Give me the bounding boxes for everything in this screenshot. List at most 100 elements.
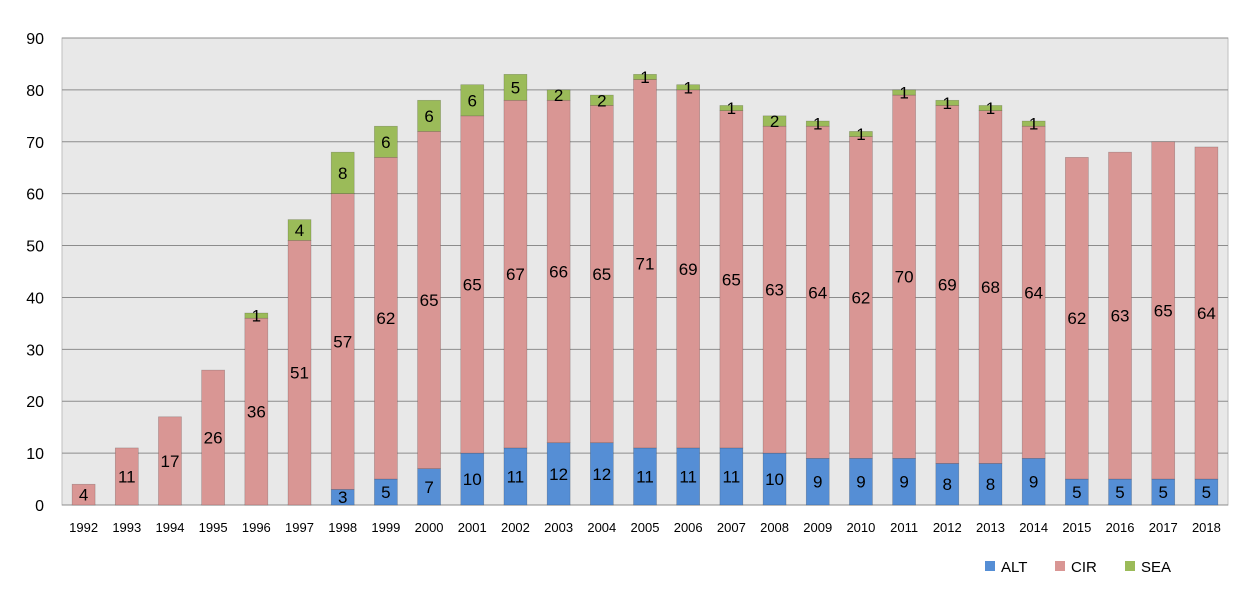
x-tick-label: 2009 xyxy=(803,520,832,535)
bar-sea-2007 xyxy=(719,105,744,111)
bar-sea-2006 xyxy=(676,84,700,91)
bar-cir-2015 xyxy=(1065,157,1089,480)
x-tick-label: 2002 xyxy=(501,520,530,535)
y-tick-label: 10 xyxy=(26,446,44,463)
bar-cir-2016 xyxy=(1108,151,1132,480)
x-tick-label: 2003 xyxy=(544,520,573,535)
data-label-cir-1996: 36 xyxy=(247,403,266,422)
data-label-sea-1998: 8 xyxy=(338,164,347,183)
data-label-cir-1997: 51 xyxy=(290,364,309,383)
legend-label-sea: SEA xyxy=(1141,559,1171,576)
x-tick-label: 1995 xyxy=(199,520,228,535)
bar-cir-2018 xyxy=(1194,146,1219,480)
x-tick-label: 1993 xyxy=(112,520,141,535)
legend-swatch-alt xyxy=(985,561,995,571)
data-label-cir-2015: 62 xyxy=(1067,309,1086,328)
data-label-alt-2009: 9 xyxy=(813,473,822,492)
y-tick-label: 0 xyxy=(35,498,44,515)
data-label-alt-2010: 9 xyxy=(856,473,865,492)
data-label-sea-2006: 1 xyxy=(683,78,692,97)
bar-cir-1994 xyxy=(158,416,182,506)
data-label-alt-2001: 10 xyxy=(463,470,482,489)
x-tick-label: 2018 xyxy=(1192,520,1221,535)
data-label-cir-2003: 66 xyxy=(549,263,568,282)
data-label-alt-2018: 5 xyxy=(1202,483,1211,502)
bar-sea-2005 xyxy=(633,74,657,80)
data-label-cir-2018: 64 xyxy=(1197,304,1216,323)
data-label-sea-2014: 1 xyxy=(1029,115,1038,134)
bar-sea-2008 xyxy=(762,115,787,127)
data-label-cir-2013: 68 xyxy=(981,278,1000,297)
data-label-cir-2005: 71 xyxy=(636,255,655,274)
bar-cir-1992 xyxy=(71,483,96,506)
x-tick-label: 2013 xyxy=(976,520,1005,535)
bar-sea-2003 xyxy=(546,89,571,101)
bar-cir-2001 xyxy=(460,115,485,454)
data-label-cir-1998: 57 xyxy=(333,333,352,352)
x-tick-label: 1999 xyxy=(371,520,400,535)
data-label-cir-1992: 4 xyxy=(79,486,88,505)
data-label-sea-1996: 1 xyxy=(252,307,261,326)
data-label-sea-2003: 2 xyxy=(554,86,563,105)
data-label-cir-1994: 17 xyxy=(161,452,180,471)
bar-sea-2004 xyxy=(590,94,614,106)
data-label-alt-2017: 5 xyxy=(1158,483,1167,502)
data-label-cir-2017: 65 xyxy=(1154,301,1173,320)
data-label-sea-2011: 1 xyxy=(899,83,908,102)
x-tick-label: 2000 xyxy=(415,520,444,535)
y-tick-label: 80 xyxy=(26,83,44,100)
x-tick-label: 2004 xyxy=(587,520,616,535)
data-label-cir-2010: 62 xyxy=(851,288,870,307)
x-tick-label: 2008 xyxy=(760,520,789,535)
legend-swatch-cir xyxy=(1055,561,1065,571)
x-tick-label: 1996 xyxy=(242,520,271,535)
legend-label-alt: ALT xyxy=(1001,559,1027,576)
bar-sea-1996 xyxy=(244,312,269,319)
x-tick-label: 2016 xyxy=(1106,520,1135,535)
bar-sea-2010 xyxy=(849,131,873,137)
x-tick-label: 2010 xyxy=(846,520,875,535)
x-tick-label: 2017 xyxy=(1149,520,1178,535)
y-tick-label: 60 xyxy=(26,187,44,204)
bar-sea-2011 xyxy=(892,89,916,96)
data-label-sea-1999: 6 xyxy=(381,133,390,152)
data-label-cir-2000: 65 xyxy=(420,291,439,310)
data-label-sea-2013: 1 xyxy=(986,99,995,118)
bar-sea-1998 xyxy=(330,151,355,194)
data-label-alt-2012: 8 xyxy=(943,475,952,494)
bar-cir-1998 xyxy=(330,193,355,490)
data-label-sea-2001: 6 xyxy=(468,91,477,110)
data-label-cir-2011: 70 xyxy=(895,268,914,287)
bar-sea-2013 xyxy=(978,105,1003,111)
y-tick-label: 50 xyxy=(26,239,44,256)
bar-sea-2002 xyxy=(503,74,528,101)
data-label-alt-2002: 11 xyxy=(507,467,525,486)
data-label-cir-2012: 69 xyxy=(938,275,957,294)
data-label-alt-1998: 3 xyxy=(338,488,347,507)
bar-cir-2003 xyxy=(546,99,571,444)
data-label-alt-2016: 5 xyxy=(1115,483,1124,502)
x-tick-label: 2006 xyxy=(674,520,703,535)
x-tick-label: 1998 xyxy=(328,520,357,535)
y-tick-label: 20 xyxy=(26,394,44,411)
data-label-alt-2006: 11 xyxy=(679,467,697,486)
bar-sea-2009 xyxy=(805,120,830,127)
x-tick-label: 2011 xyxy=(890,520,918,535)
data-label-sea-2004: 2 xyxy=(597,91,606,110)
x-tick-label: 2001 xyxy=(458,520,487,535)
data-label-cir-2006: 69 xyxy=(679,260,698,279)
data-label-sea-2007: 1 xyxy=(727,99,736,118)
bar-sea-2012 xyxy=(935,99,960,106)
bars xyxy=(71,74,1219,506)
x-tick-label: 1997 xyxy=(285,520,314,535)
bar-sea-2000 xyxy=(417,99,441,132)
x-tick-label: 2012 xyxy=(933,520,962,535)
data-labels: 4111726361514357856267656106561167512662… xyxy=(79,68,1216,507)
x-tick-label: 1992 xyxy=(69,520,98,535)
bar-cir-1995 xyxy=(201,369,225,506)
x-tick-label: 2014 xyxy=(1019,520,1048,535)
x-tick-label: 2005 xyxy=(631,520,660,535)
data-label-alt-2005: 11 xyxy=(636,467,654,486)
y-tick-label: 70 xyxy=(26,135,44,152)
